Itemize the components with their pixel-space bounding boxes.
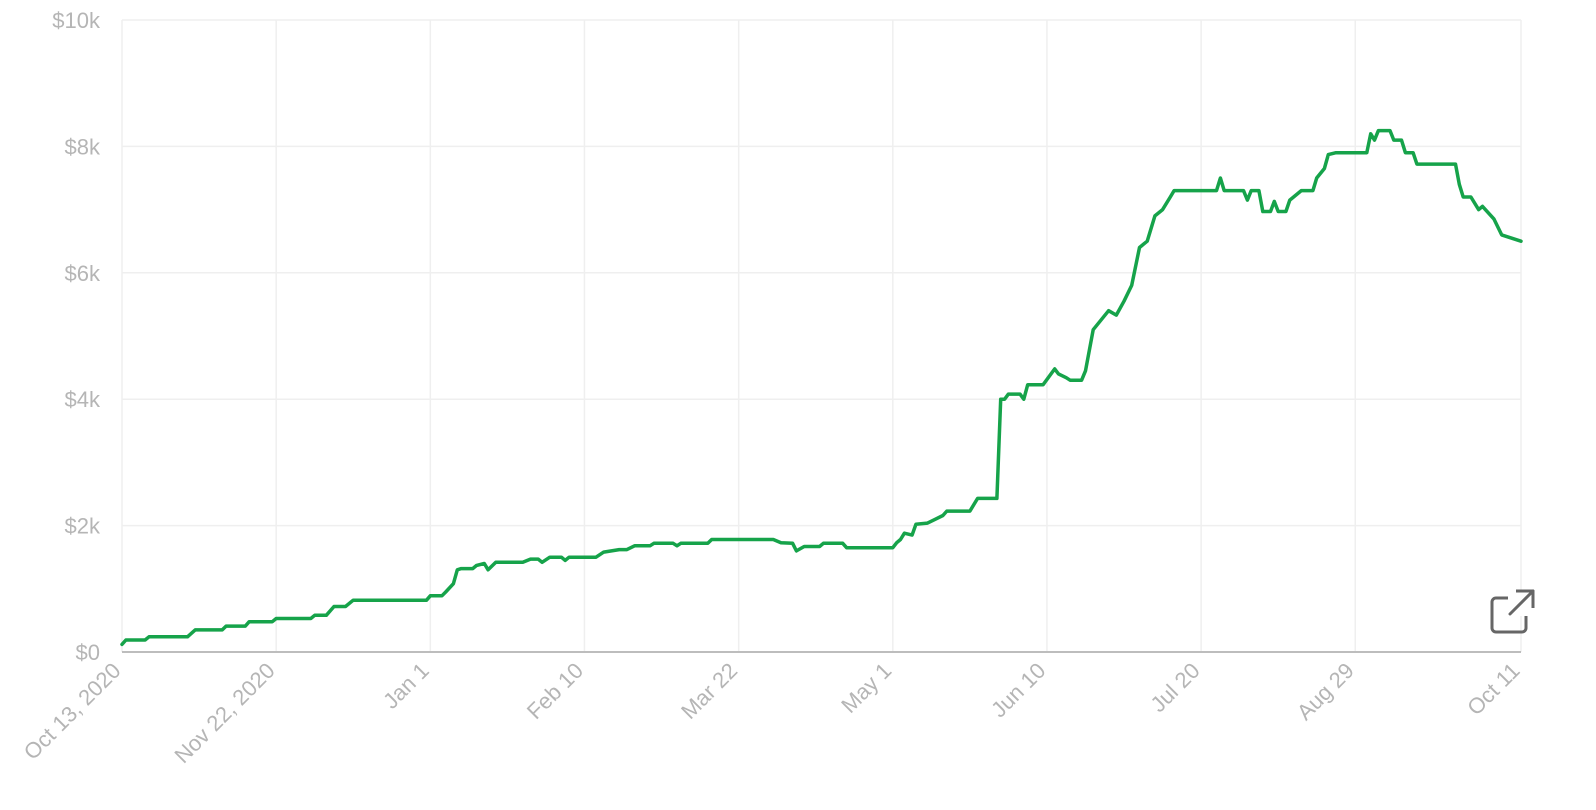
series-line [120, 128, 1523, 647]
x-tick-label: May 1 [836, 658, 896, 718]
x-tick-label: Nov 22, 2020 [169, 658, 279, 768]
x-tick-label: Aug 29 [1292, 658, 1359, 725]
expand-chart-button[interactable] [1488, 586, 1538, 636]
y-tick-label: $4k [65, 387, 101, 412]
y-tick-label: $8k [65, 134, 101, 159]
external-link-icon [1490, 589, 1535, 634]
x-tick-label: Feb 10 [522, 658, 588, 724]
gridlines [121, 19, 1522, 652]
y-axis: $0 $2k $4k $6k $8k $10k [52, 8, 101, 665]
y-tick-label: $0 [76, 640, 100, 665]
y-tick-label: $2k [65, 514, 101, 539]
x-tick-label: Mar 22 [676, 658, 742, 724]
y-tick-label: $6k [65, 261, 101, 286]
x-tick-label: Jan 1 [378, 658, 434, 714]
x-axis: Oct 13, 2020 Nov 22, 2020 Jan 1 Feb 10 Mar 2… [19, 658, 1525, 768]
x-tick-label: Oct 13, 2020 [19, 658, 126, 765]
x-tick-label: Jun 10 [986, 658, 1050, 722]
x-tick-label: Oct 11 [1462, 658, 1524, 720]
x-tick-label: Jul 20 [1145, 658, 1204, 717]
y-tick-label: $10k [52, 8, 101, 33]
